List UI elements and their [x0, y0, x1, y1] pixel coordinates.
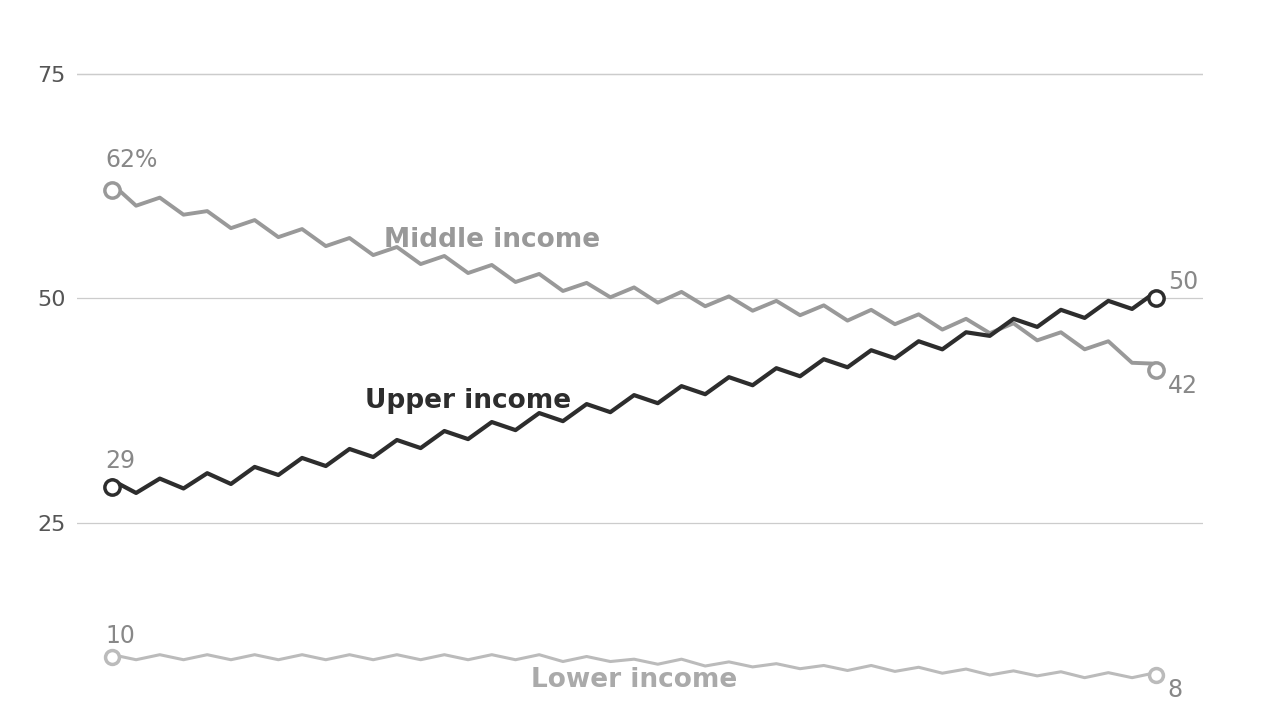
Text: Lower income: Lower income: [531, 666, 737, 692]
Text: 8: 8: [1167, 678, 1183, 702]
Text: 29: 29: [105, 449, 136, 473]
Text: Middle income: Middle income: [384, 227, 600, 253]
Text: 42: 42: [1167, 375, 1198, 399]
Text: 50: 50: [1167, 270, 1198, 294]
Text: 62%: 62%: [105, 149, 157, 173]
Text: Upper income: Upper income: [365, 388, 571, 414]
Text: 10: 10: [105, 625, 136, 648]
